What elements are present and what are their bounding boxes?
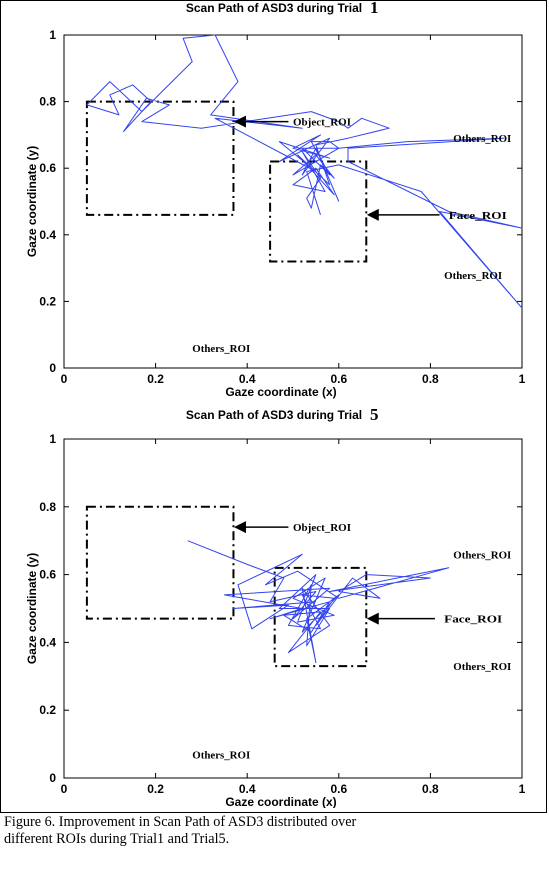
y-tick-label: 0.4 bbox=[39, 635, 56, 649]
roi-annotation: Object_ROI bbox=[293, 522, 351, 534]
x-tick-label: 1 bbox=[519, 782, 526, 796]
x-tick-label: 0.2 bbox=[147, 782, 164, 796]
x-tick-label: 0.6 bbox=[330, 372, 347, 386]
roi-annotation: Others_ROI bbox=[453, 549, 511, 561]
caption-line-2: different ROIs during Trial1 and Trial5. bbox=[4, 831, 230, 847]
roi-annotation: Others_ROI bbox=[192, 343, 250, 355]
y-tick-label: 0 bbox=[49, 771, 56, 785]
x-tick-label: 0.2 bbox=[147, 372, 164, 386]
roi-annotation: Face_ROI bbox=[444, 614, 502, 626]
roi-box-face-roi bbox=[269, 160, 368, 263]
y-axis-label: Gaze coordinate (y) bbox=[25, 146, 39, 257]
y-tick-label: 0.8 bbox=[39, 95, 56, 109]
x-tick-label: 0 bbox=[61, 782, 68, 796]
x-axis-label: Gaze coordinate (x) bbox=[225, 795, 336, 808]
scan-path-line bbox=[187, 540, 450, 664]
y-tick-label: 0.6 bbox=[39, 568, 56, 582]
x-tick-label: 0.4 bbox=[239, 782, 256, 796]
y-tick-label: 1 bbox=[49, 432, 56, 446]
caption-line-1: Figure 6. Improvement in Scan Path of AS… bbox=[4, 814, 357, 830]
x-tick-label: 1 bbox=[519, 372, 526, 386]
chart-title: Scan Path of ASD3 during Trial bbox=[186, 1, 362, 15]
chart-title-trial-number: 1 bbox=[370, 0, 379, 17]
roi-annotation: Others_ROI bbox=[453, 661, 511, 673]
roi-annotation: Face_ROI bbox=[449, 210, 507, 222]
scan-path-line bbox=[86, 34, 523, 309]
y-tick-label: 0.2 bbox=[39, 703, 56, 717]
roi-annotation: Others_ROI bbox=[444, 270, 502, 282]
y-axis-label: Gaze coordinate (y) bbox=[25, 553, 39, 664]
scan-path-chart-trial-5: Scan Path of ASD3 during Trial 5 0 0.2 0.4 0… bbox=[25, 405, 526, 808]
chart-title: Scan Path of ASD3 during Trial bbox=[186, 408, 362, 422]
y-tick-label: 1 bbox=[49, 28, 56, 42]
x-tick-label: 0.8 bbox=[422, 782, 439, 796]
x-tick-label: 0 bbox=[61, 372, 68, 386]
y-tick-label: 0.2 bbox=[39, 294, 56, 308]
x-axis-label: Gaze coordinate (x) bbox=[225, 385, 336, 399]
y-tick-label: 0.6 bbox=[39, 161, 56, 175]
y-tick-label: 0 bbox=[49, 361, 56, 375]
roi-annotation: Others_ROI bbox=[192, 749, 250, 761]
figure-caption: Figure 6. Improvement in Scan Path of AS… bbox=[4, 814, 549, 848]
roi-annotation: Object_ROI bbox=[293, 117, 351, 129]
plot-area bbox=[63, 34, 523, 369]
figure-frame bbox=[0, 0, 547, 813]
y-tick-label: 0.4 bbox=[39, 228, 56, 242]
chart-title-trial-number: 5 bbox=[370, 405, 379, 424]
roi-box-object-roi bbox=[85, 505, 235, 620]
x-tick-label: 0.6 bbox=[330, 782, 347, 796]
x-tick-label: 0.4 bbox=[239, 372, 256, 386]
roi-box-object-roi bbox=[85, 100, 235, 216]
roi-annotation: Others_ROI bbox=[453, 133, 511, 145]
x-tick-label: 0.8 bbox=[422, 372, 439, 386]
y-tick-label: 0.8 bbox=[39, 500, 56, 514]
scan-path-chart-trial-1: Scan Path of ASD3 during Trial 1 0 0.2 0.4 0… bbox=[25, 0, 526, 399]
